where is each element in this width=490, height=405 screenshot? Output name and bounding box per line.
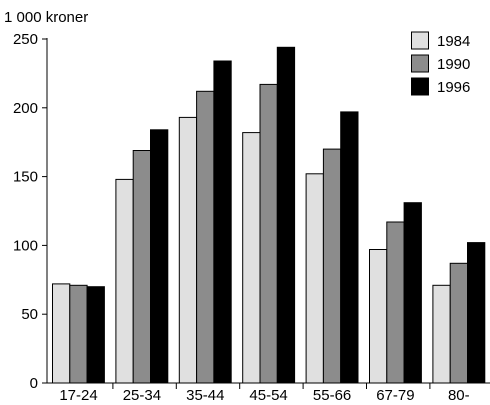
bar-1984-55-66 bbox=[305, 173, 324, 384]
x-tick-label: 25-34 bbox=[123, 387, 161, 404]
x-tick-label: 55-66 bbox=[313, 387, 351, 404]
x-ticks-group: 17-24 25-34 35-44 45-54 55-66 67-79 80- bbox=[59, 383, 470, 404]
bar-1990-17-24 bbox=[69, 284, 88, 384]
bar-1990-45-54 bbox=[259, 83, 278, 384]
bar-1996-25-34 bbox=[150, 129, 169, 384]
x-tick-label: 17-24 bbox=[59, 387, 97, 404]
bar-1996-80- bbox=[467, 242, 486, 384]
legend-label-1990: 1990 bbox=[437, 56, 470, 73]
legend-swatch-1996 bbox=[411, 77, 429, 96]
y-tick-label: 200 bbox=[13, 100, 38, 117]
bars-group bbox=[52, 46, 486, 384]
bar-1984-35-44 bbox=[178, 116, 198, 384]
y-tick-label: 150 bbox=[13, 169, 38, 186]
x-tick-label: 67-79 bbox=[376, 387, 414, 404]
y-tick-label: 50 bbox=[21, 306, 38, 323]
x-tick-label: 80- bbox=[448, 387, 470, 404]
bar-1984-80- bbox=[432, 284, 451, 384]
bar-1990-55-66 bbox=[322, 148, 342, 384]
axes-group bbox=[46, 38, 490, 384]
bar-1996-45-54 bbox=[276, 46, 296, 384]
bar-1996-67-79 bbox=[403, 202, 422, 384]
bar-1996-55-66 bbox=[340, 111, 359, 384]
bar-1990-67-79 bbox=[386, 221, 405, 384]
bar-1996-35-44 bbox=[213, 60, 232, 384]
legend-swatch-1984 bbox=[411, 31, 429, 50]
y-ticks-group: 0 50 100 150 200 250 bbox=[13, 31, 47, 392]
legend-swatch-1990 bbox=[411, 54, 429, 73]
bar-1990-80- bbox=[449, 262, 469, 384]
legend-label-1996: 1996 bbox=[437, 79, 470, 96]
bar-1984-45-54 bbox=[242, 132, 261, 384]
x-tick-label: 35-44 bbox=[186, 387, 224, 404]
bar-1984-67-79 bbox=[369, 249, 388, 384]
y-axis-unit-label: 1 000 kroner bbox=[4, 9, 88, 26]
x-tick-label: 45-54 bbox=[249, 387, 287, 404]
bar-1984-17-24 bbox=[52, 283, 71, 384]
bar-1984-25-34 bbox=[115, 178, 134, 384]
bar-1990-35-44 bbox=[196, 90, 215, 384]
legend-label-1984: 1984 bbox=[437, 33, 470, 50]
bar-1990-25-34 bbox=[132, 150, 151, 384]
legend: 1984 1990 1996 bbox=[411, 31, 470, 96]
bar-1996-17-24 bbox=[86, 286, 105, 384]
y-tick-label: 100 bbox=[13, 237, 38, 254]
y-tick-label: 0 bbox=[30, 375, 38, 392]
y-tick-label: 250 bbox=[13, 31, 38, 48]
